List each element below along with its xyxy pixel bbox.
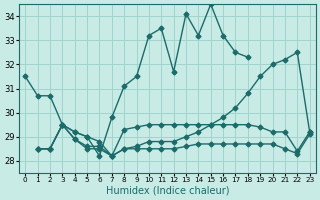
X-axis label: Humidex (Indice chaleur): Humidex (Indice chaleur): [106, 186, 229, 196]
